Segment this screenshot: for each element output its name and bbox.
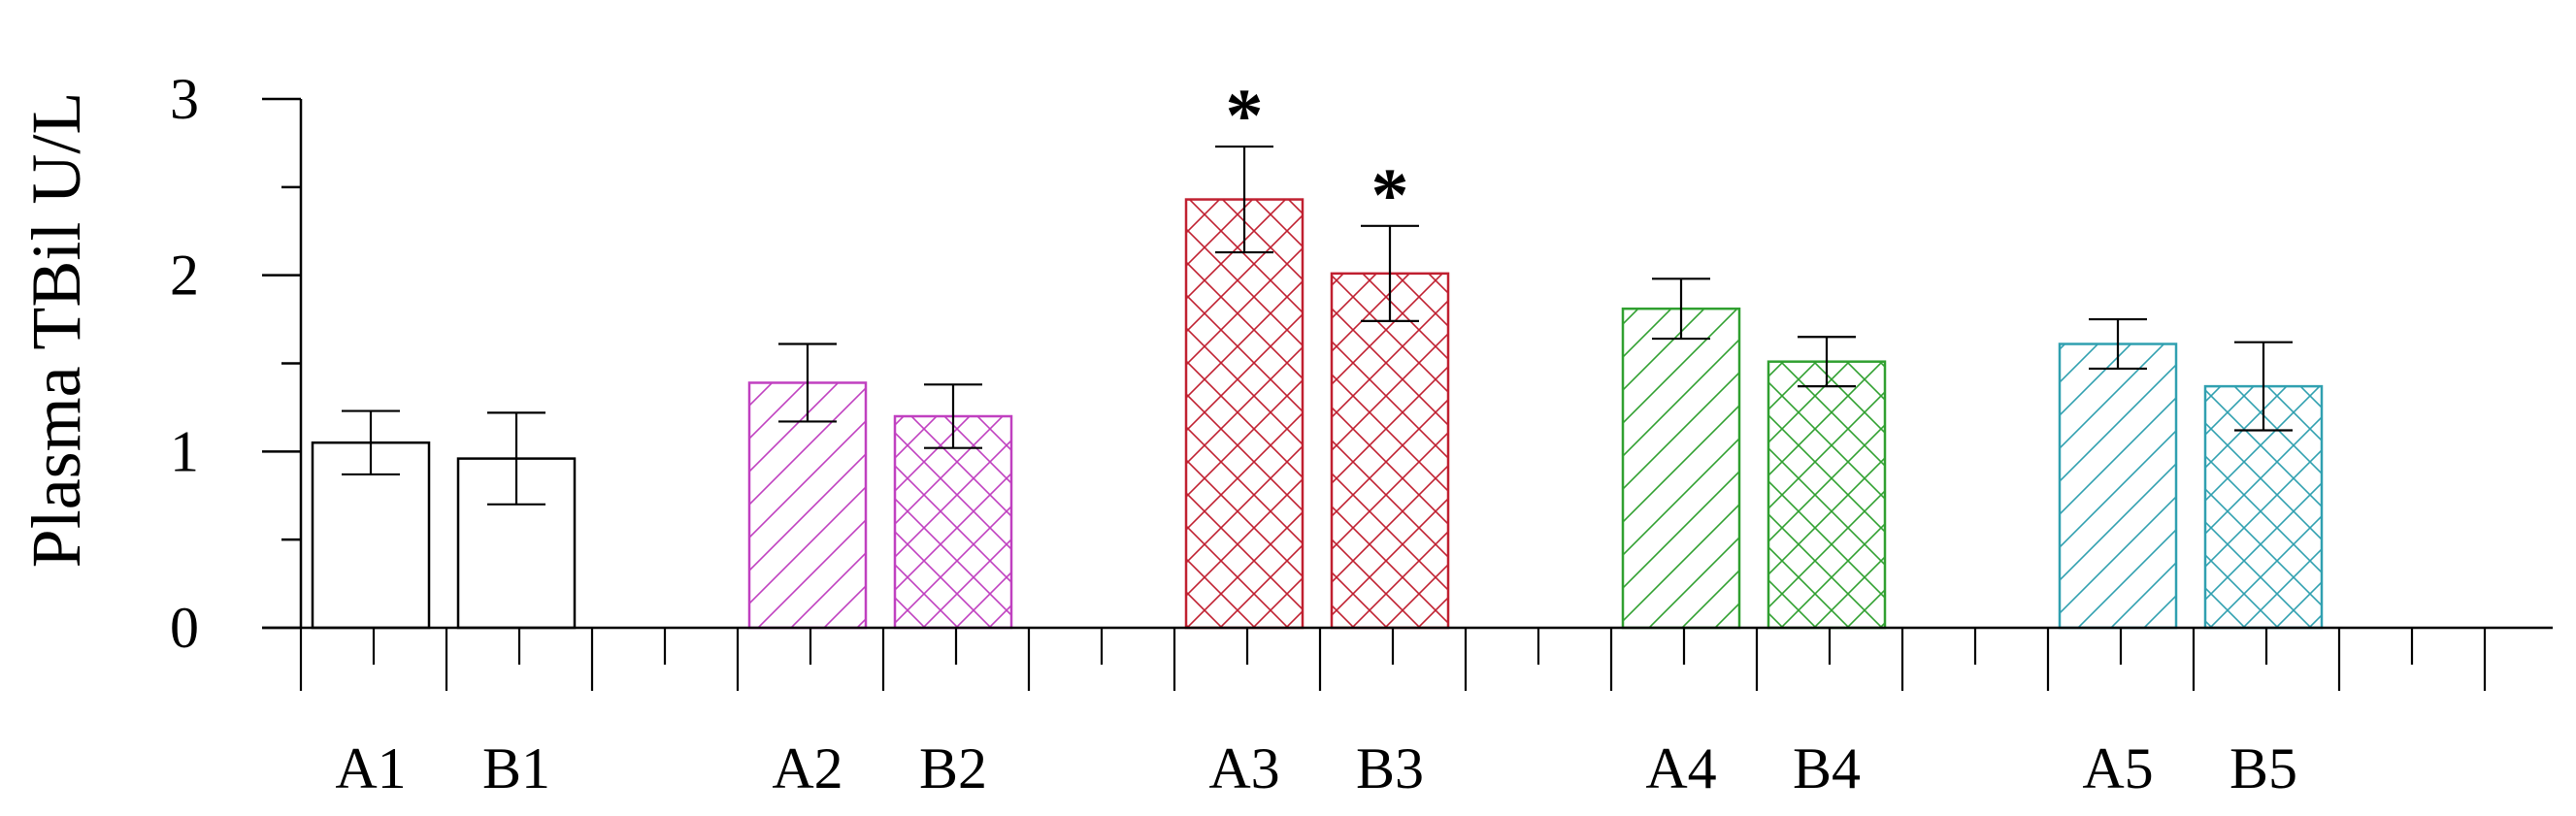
error-bar-b2 [924, 383, 982, 449]
x-tick-label-b3: B3 [1356, 736, 1424, 800]
error-bar-a5 [2089, 317, 2147, 371]
y-tick-label: 2 [170, 244, 199, 308]
error-bar-b5 [2234, 341, 2293, 432]
bar-a3 [1184, 198, 1305, 630]
y-axis-title: Plasma TBil U/L [17, 92, 95, 569]
x-tick-label-a1: A1 [335, 736, 406, 800]
x-tick-label-b5: B5 [2229, 736, 2297, 800]
bar-a2 [747, 381, 868, 630]
x-tick-label-a3: A3 [1208, 736, 1279, 800]
x-tick-label-b2: B2 [919, 736, 987, 800]
bar-b3 [1330, 272, 1450, 630]
x-tick-label-a4: A4 [1645, 736, 1716, 800]
labels-layer: A1 B1 A2 B2 * A3 * B3 A4 B4 A5 B5 0 1 2 3 [170, 67, 2297, 800]
x-tick-label-b4: B4 [1793, 736, 1861, 800]
x-tick-label-a2: A2 [772, 736, 842, 800]
error-bar-a3 [1215, 145, 1273, 254]
error-bar-a1 [342, 409, 400, 476]
error-bar-b3 [1361, 224, 1419, 322]
bars-layer [311, 145, 2324, 630]
y-tick-label: 0 [170, 596, 199, 660]
bar-b4 [1767, 360, 1887, 630]
bar-a5 [2058, 343, 2178, 630]
x-tick-label-b1: B1 [482, 736, 550, 800]
axes-layer [262, 97, 2553, 691]
significance-marker-a3: * [1226, 73, 1264, 157]
significance-marker-b3: * [1371, 152, 1409, 237]
bar-a4 [1621, 307, 1741, 630]
error-bar-a4 [1652, 277, 1710, 341]
error-bar-b1 [487, 411, 545, 506]
error-bar-b4 [1798, 336, 1856, 388]
x-tick-label-a5: A5 [2082, 736, 2153, 800]
y-tick-label: 1 [170, 419, 199, 483]
error-bar-a2 [778, 343, 837, 423]
y-tick-label: 3 [170, 67, 199, 131]
